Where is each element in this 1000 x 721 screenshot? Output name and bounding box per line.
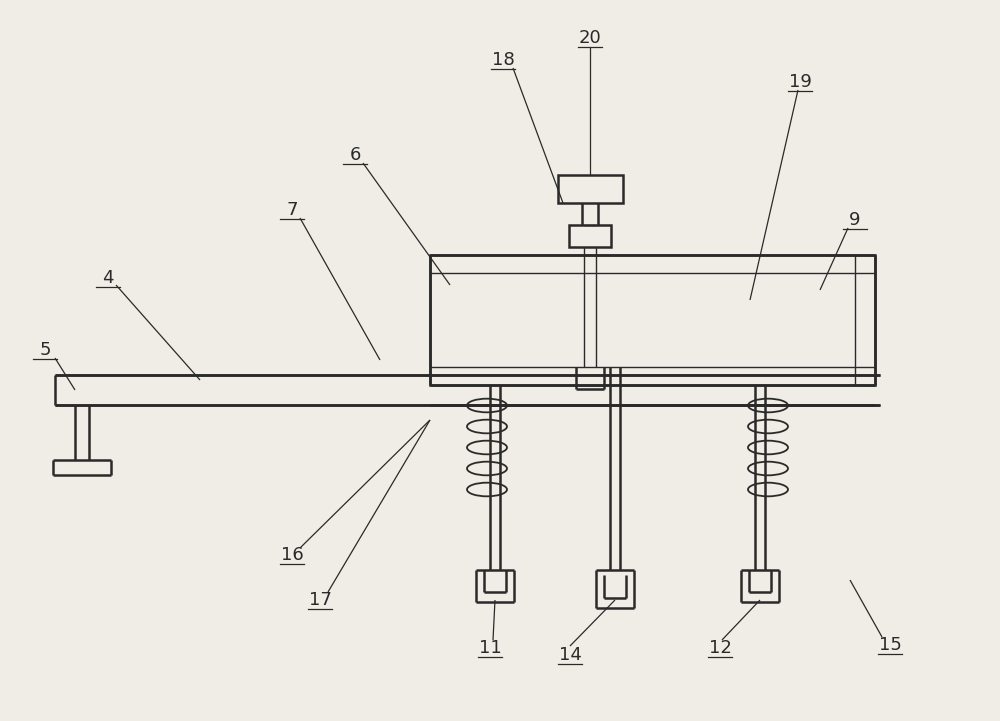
Text: 11: 11: [479, 639, 501, 657]
Text: 6: 6: [349, 146, 361, 164]
Text: 19: 19: [789, 73, 811, 91]
Text: 9: 9: [849, 211, 861, 229]
Text: 12: 12: [709, 639, 731, 657]
Text: 5: 5: [39, 341, 51, 359]
Text: 16: 16: [281, 546, 303, 564]
Bar: [430, 255, 875, 385]
Text: 7: 7: [286, 201, 298, 219]
Text: 15: 15: [879, 636, 901, 654]
Text: 18: 18: [492, 51, 514, 69]
Text: 20: 20: [579, 29, 601, 47]
Text: 4: 4: [102, 269, 114, 287]
Text: 14: 14: [559, 646, 581, 664]
Bar: [569, 225, 611, 247]
Bar: [558, 175, 623, 203]
Text: 17: 17: [309, 591, 331, 609]
